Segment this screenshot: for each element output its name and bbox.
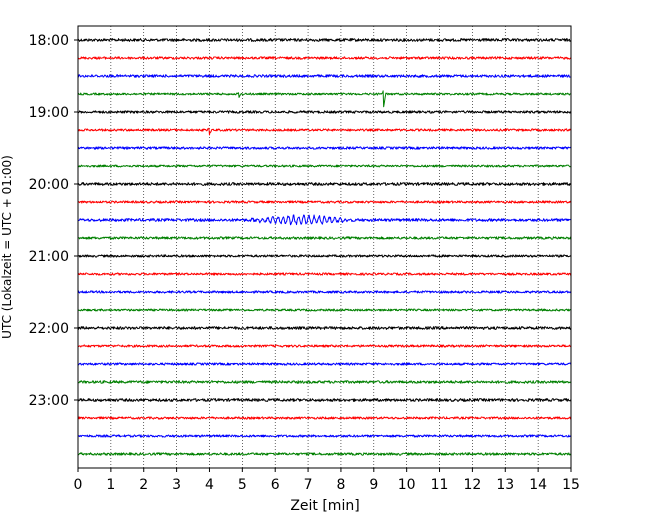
y-axis: 18:00 19:00 20:00 21:00 22:00 23:00 — [29, 33, 78, 409]
y-tick-label: 23:00 — [29, 393, 69, 409]
trace-line — [77, 214, 572, 226]
y-tick-label: 20:00 — [29, 177, 69, 193]
x-tick-label: 1 — [106, 477, 115, 493]
x-tick-label: 14 — [529, 477, 547, 493]
y-axis-label: UTC (Lokalzeit = UTC + 01:00) — [0, 155, 14, 339]
x-tick-label: 11 — [431, 477, 449, 493]
trace-line — [77, 74, 572, 78]
y-tick-label: 22:00 — [29, 321, 69, 337]
x-tick-label: 4 — [205, 477, 214, 493]
y-tick-label: 21:00 — [29, 249, 69, 265]
x-tick-label: 3 — [172, 477, 181, 493]
x-tick-label: 9 — [369, 477, 378, 493]
grid-lines — [110, 26, 539, 468]
plot-frame — [77, 25, 572, 469]
trace-line — [77, 434, 572, 438]
trace-line — [77, 236, 572, 240]
x-tick-label: 10 — [398, 477, 416, 493]
trace-line — [77, 290, 572, 294]
x-axis-label: Zeit [min] — [290, 498, 359, 514]
trace-line — [77, 272, 572, 276]
x-tick-label: 2 — [139, 477, 148, 493]
trace-line — [77, 452, 572, 456]
trace-line — [77, 146, 572, 150]
trace-line — [77, 344, 572, 348]
x-tick-label: 5 — [238, 477, 247, 493]
x-tick-label: 7 — [304, 477, 313, 493]
trace-line — [77, 164, 572, 168]
x-tick-label: 12 — [463, 477, 481, 493]
trace-line — [77, 416, 572, 420]
x-tick-label: 13 — [496, 477, 514, 493]
trace-line — [77, 127, 572, 136]
trace-line — [77, 254, 572, 258]
trace-line — [77, 110, 572, 114]
trace-line — [77, 38, 572, 42]
y-tick-label: 18:00 — [29, 33, 69, 49]
trace-line — [77, 200, 572, 204]
x-tick-label: 8 — [336, 477, 345, 493]
x-tick-label: 6 — [271, 477, 280, 493]
x-tick-label: 0 — [74, 477, 83, 493]
trace-line — [77, 326, 572, 330]
trace-line — [77, 182, 572, 186]
y-tick-label: 19:00 — [29, 105, 69, 121]
x-axis: 0 1 2 3 4 5 6 7 8 9 10 11 12 13 14 15 — [74, 468, 580, 493]
seismic-traces — [77, 38, 572, 456]
trace-line — [77, 90, 572, 108]
trace-line — [77, 308, 572, 312]
trace-line — [77, 380, 572, 384]
trace-line — [77, 362, 572, 366]
x-tick-label: 15 — [562, 477, 580, 493]
trace-line — [77, 56, 572, 60]
trace-line — [77, 398, 572, 402]
